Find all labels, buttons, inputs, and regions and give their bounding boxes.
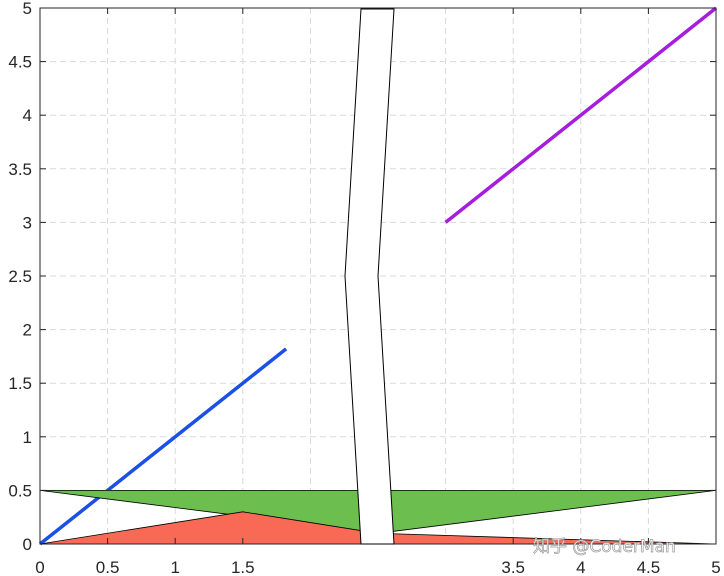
tick-labels: 0 0.5 1 1.5 3.5 4 4.5 5 0 0.5 1 1.5 2 2.5 3 3.5 4 4.5 5 bbox=[8, 0, 720, 576]
y-tick-label: 1 bbox=[23, 428, 32, 447]
x-tick-label: 1 bbox=[170, 558, 179, 576]
y-tick-label: 2 bbox=[23, 321, 32, 340]
watermark: 知乎 @CoderMan bbox=[533, 537, 676, 557]
axis-break-band-shape bbox=[344, 8, 395, 545]
x-tick-label: 4 bbox=[576, 558, 585, 576]
axis-break-band bbox=[344, 8, 395, 545]
grid-lines bbox=[40, 8, 716, 544]
line-series-2 bbox=[444, 6, 718, 224]
line-series-1 bbox=[38, 347, 288, 546]
y-tick-label: 0.5 bbox=[8, 481, 32, 500]
y-tick-label: 2.5 bbox=[8, 267, 32, 286]
y-tick-label: 1.5 bbox=[8, 374, 32, 393]
x-tick-label: 5 bbox=[711, 558, 720, 576]
y-tick-label: 0 bbox=[23, 535, 32, 554]
y-tick-label: 5 bbox=[23, 0, 32, 18]
x-tick-label: 4.5 bbox=[637, 558, 661, 576]
x-tick-label: 0.5 bbox=[96, 558, 120, 576]
x-tick-label: 3.5 bbox=[501, 558, 525, 576]
y-tick-label: 3.5 bbox=[8, 160, 32, 179]
x-tick-label: 0 bbox=[35, 558, 44, 576]
y-tick-label: 3 bbox=[23, 213, 32, 232]
x-tick-label: 1.5 bbox=[231, 558, 255, 576]
y-tick-label: 4.5 bbox=[8, 53, 32, 72]
y-tick-label: 4 bbox=[23, 106, 32, 125]
